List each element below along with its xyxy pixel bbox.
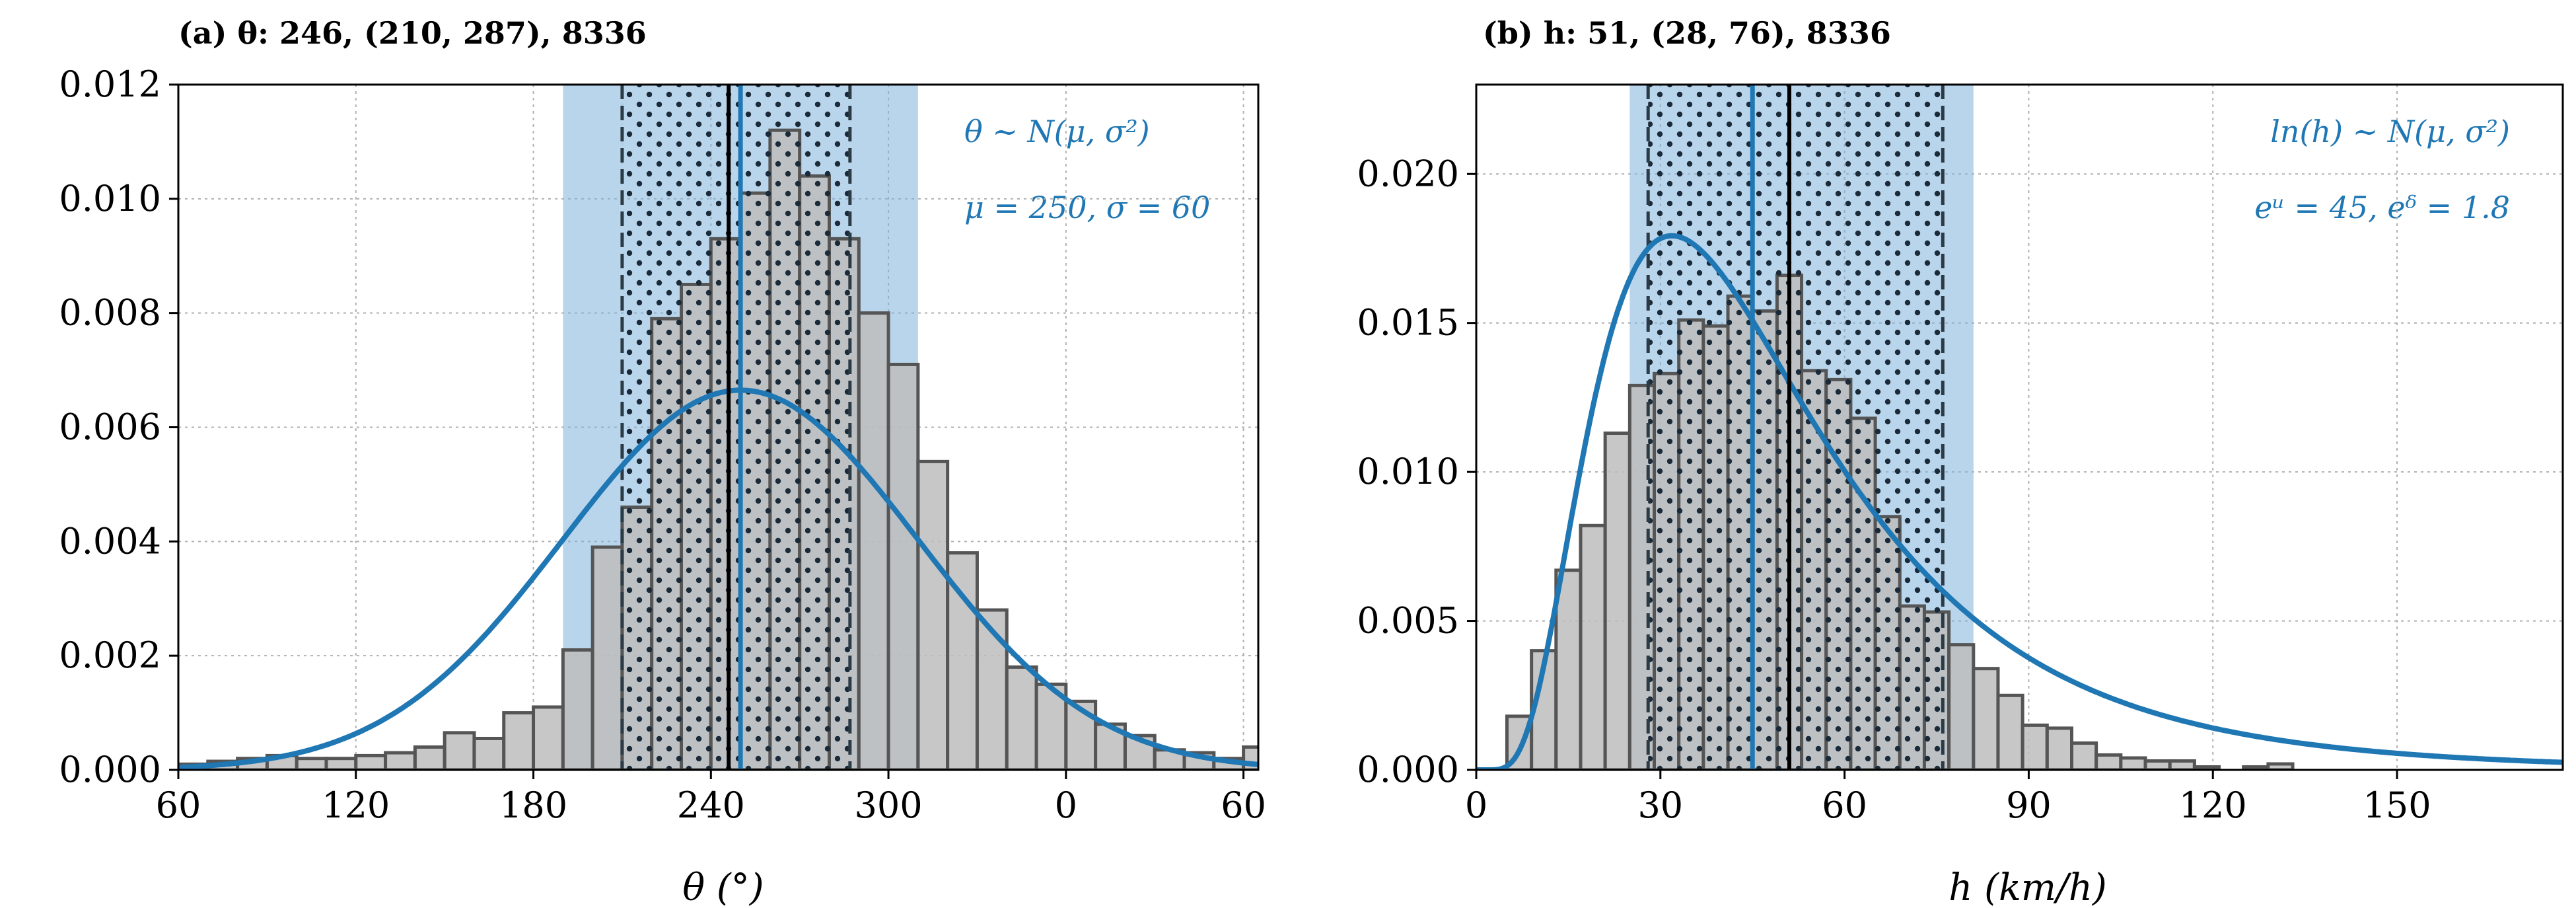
panel-a-xtick-label-5: 0	[1055, 784, 1077, 826]
panel-b-fit-curve	[1476, 233, 2563, 770]
panel-b-bar-26	[2143, 759, 2172, 770]
panel-a-fit-curve	[178, 387, 1258, 770]
panel-a-bar-25	[916, 459, 950, 770]
panel-b-bar-18	[1947, 643, 1976, 770]
panel-b-xtick-label-4: 120	[2179, 784, 2247, 826]
panel-a-ytick-label-2: 0.004	[59, 520, 161, 562]
panel-a-bar-23	[857, 311, 890, 770]
panel-a-bar-37	[1273, 753, 1303, 770]
panel-a-bar-7	[384, 751, 417, 770]
panel-a-xtick-label-1: 120	[322, 784, 390, 826]
panel-b-title: (b) h: 51, (28, 76), 8336	[1483, 15, 1891, 51]
panel-b-bar-19	[1972, 667, 2000, 770]
panel-a-xtick-label-2: 180	[499, 784, 567, 826]
panel-a-ytick-label-1: 0.002	[59, 634, 161, 676]
panel-a-ytick-label-6: 0.012	[59, 63, 161, 105]
panel-b-ytick-label-2: 0.010	[1357, 451, 1459, 492]
panel-a-bar-10	[472, 736, 506, 770]
panel-a-ytick-label-3: 0.006	[59, 406, 161, 448]
panel-a-xlabel: θ (°)	[682, 866, 764, 908]
panel-b-xtick-label-1: 30	[1637, 784, 1683, 826]
panel-b-bar-22	[2045, 726, 2073, 770]
panel-b-xlabel: h (km/h)	[1949, 866, 2107, 908]
panel-a-xtick-label-4: 300	[855, 784, 923, 826]
panel-b-axes-frame	[1475, 83, 2564, 771]
panel-b-bar-23	[2069, 741, 2098, 770]
panel-b-ci-dotted-fill	[1648, 85, 1943, 770]
panel-b-bar-21	[2021, 723, 2049, 770]
panel-a-bar-26	[946, 551, 979, 770]
panel-a-xtick-label-6: 60	[1221, 784, 1266, 826]
panel-b-ytick-label-1: 0.005	[1357, 600, 1459, 642]
panel-b-xtick-label-0: 0	[1465, 784, 1487, 826]
panel-b-ytick-label-4: 0.020	[1357, 153, 1459, 194]
panel-a-annotation-params: μ = 250, σ = 60	[964, 190, 1210, 225]
panel-a-title: (a) θ: 246, (210, 287), 8336	[178, 15, 647, 51]
panel-a-bar-4	[295, 757, 328, 770]
panel-a-bar-8	[413, 745, 447, 770]
panel-b-bar-3	[1579, 523, 1607, 770]
panel-b-bar-24	[2094, 753, 2123, 770]
panel-b-xtick-label-3: 90	[2006, 784, 2052, 826]
panel-a-bar-11	[502, 711, 536, 770]
panel-b-ytick-label-3: 0.015	[1357, 302, 1459, 344]
panel-a-bar-24	[886, 362, 920, 770]
panel-a-bar-6	[354, 753, 388, 770]
panel-b-bar-31	[2266, 762, 2295, 770]
panel-b-bar-28	[2192, 765, 2221, 770]
panel-b-bar-27	[2168, 759, 2196, 770]
panel-b-bar-20	[1996, 693, 2024, 770]
panel-b-annotation-dist: ln(h) ~ N(μ, σ²)	[2270, 114, 2510, 149]
panel-a-bar-14	[590, 545, 624, 770]
panel-a-ytick-label-0: 0.000	[59, 749, 161, 790]
panel-a-annotation-dist: θ ~ N(μ, σ²)	[964, 114, 1150, 149]
panel-b-xtick-label-2: 60	[1822, 784, 1867, 826]
panel-b-bar-2	[1554, 568, 1583, 770]
panel-a-xtick-label-3: 240	[677, 784, 745, 826]
panel-a-bar-38	[1303, 759, 1332, 770]
panel-a-ytick-label-4: 0.008	[59, 292, 161, 334]
panel-a-bar-28	[1005, 665, 1038, 770]
panel-a-bar-12	[532, 705, 565, 770]
panel-b-bar-4	[1603, 432, 1631, 770]
panel-a-bar-5	[324, 757, 358, 770]
panel-a-bar-9	[443, 731, 476, 770]
panel-b-xtick-label-5: 150	[2363, 784, 2431, 826]
panel-b-ytick-label-0: 0.000	[1357, 749, 1459, 790]
panel-a-bar-13	[561, 648, 594, 770]
panel-a-ytick-label-5: 0.010	[59, 178, 161, 219]
panel-b-annotation-params: eᵘ = 45, eᵟ = 1.8	[2254, 190, 2510, 225]
panel-a-xtick-label-0: 60	[156, 784, 201, 826]
panel-b-bar-25	[2119, 756, 2147, 770]
